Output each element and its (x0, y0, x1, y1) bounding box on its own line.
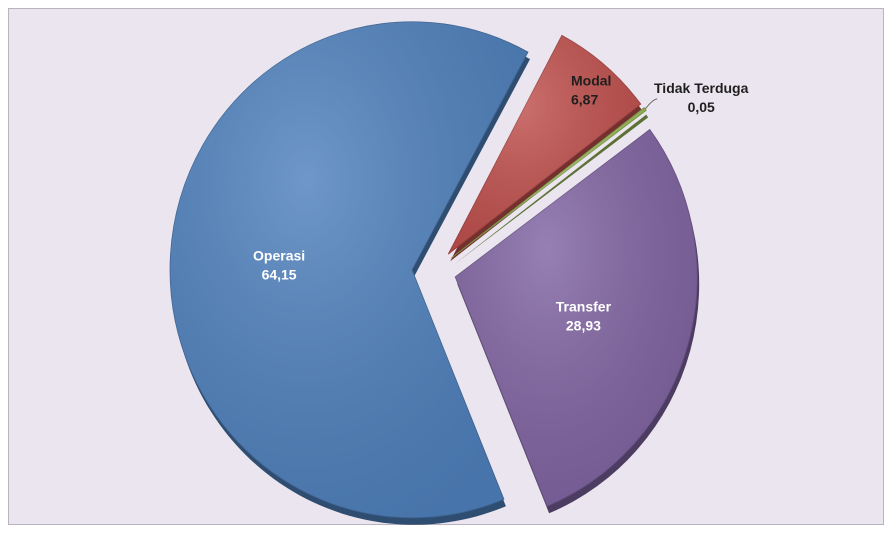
slice-layer (169, 21, 700, 525)
slice-value-operasi: 64,15 (262, 266, 297, 282)
slice-label-transfer: Transfer (556, 299, 612, 315)
pie-chart: Modal 6,87 Tidak Terduga 0,05 Transfer 28,93 O… (169, 21, 749, 525)
slice-label-operasi: Operasi (253, 247, 305, 263)
slice-shading-modal (448, 35, 641, 255)
slice-depth-tidak-terduga (453, 114, 649, 265)
slice-value-tidak-terduga: 0,05 (688, 99, 715, 115)
label-layer: Modal 6,87 Tidak Terduga 0,05 Transfer 28,93 O… (253, 73, 749, 334)
slice-shading-transfer (455, 129, 698, 507)
slice-shading-operasi (170, 21, 529, 518)
leader-line-tidak-terduga (644, 98, 658, 110)
slice-label-tidak-terduga: Tidak Terduga (654, 80, 749, 96)
slice-value-transfer: 28,93 (566, 318, 601, 334)
chart-area: Modal 6,87 Tidak Terduga 0,05 Transfer 28,93 O… (8, 8, 884, 525)
slice-label-modal: Modal (571, 73, 611, 89)
slice-value-modal: 6,87 (571, 92, 598, 108)
slice-shading-tidak-terduga (451, 107, 647, 258)
